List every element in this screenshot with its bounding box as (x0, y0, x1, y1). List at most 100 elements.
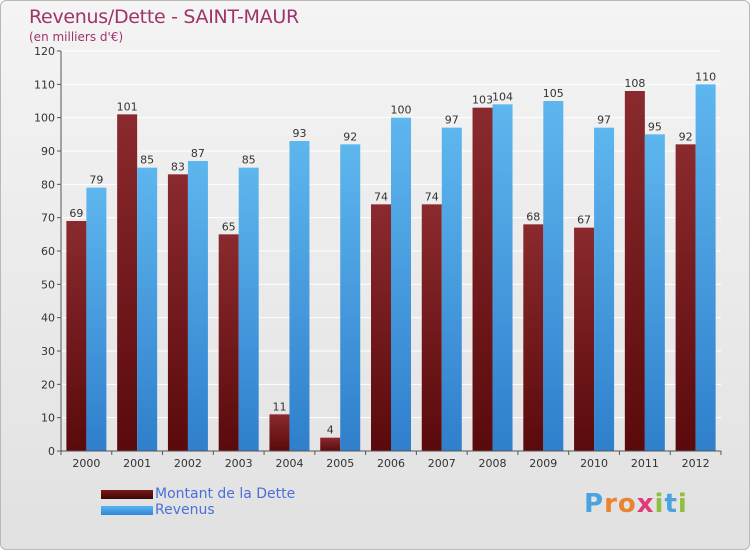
data-label: 87 (191, 147, 205, 160)
legend-label-revenue: Revenus (155, 502, 215, 518)
bar-debt (269, 414, 290, 451)
y-tick-label: 70 (41, 212, 55, 225)
proxiti-logo: Proxiti (584, 489, 688, 519)
y-tick-label: 30 (41, 345, 55, 358)
bar-debt (371, 204, 391, 451)
data-label: 100 (391, 104, 412, 117)
data-label: 4 (327, 424, 334, 437)
chart-title: Revenus/Dette - SAINT-MAUR (29, 6, 299, 28)
bar-revenue (644, 134, 665, 452)
y-tick-label: 110 (34, 78, 55, 91)
y-tick-label: 120 (34, 45, 55, 58)
x-tick-label: 2008 (479, 457, 507, 470)
bar-debt (523, 224, 544, 451)
legend-item-debt: Montant de la Dette (101, 486, 295, 502)
x-tick-label: 2003 (225, 457, 253, 470)
y-tick-label: 50 (41, 278, 55, 291)
legend: Montant de la Dette Revenus (101, 486, 295, 518)
data-label: 85 (140, 154, 154, 167)
bar-debt (218, 234, 239, 451)
x-tick-label: 2005 (326, 457, 354, 470)
bar-revenue (594, 127, 615, 452)
bar-debt (117, 114, 138, 451)
x-tick-label: 2001 (123, 457, 151, 470)
y-tick-label: 80 (41, 178, 55, 191)
logo-letter: t (664, 489, 678, 519)
x-tick-label: 2012 (682, 457, 710, 470)
bar-revenue (492, 104, 513, 451)
data-label: 68 (526, 210, 540, 223)
x-tick-label: 2010 (580, 457, 608, 470)
bar-debt (66, 221, 87, 451)
logo-letter: x (636, 489, 655, 519)
y-tick-label: 40 (41, 312, 55, 325)
data-label: 74 (425, 190, 439, 203)
data-label: 11 (272, 400, 286, 413)
data-label: 69 (69, 207, 83, 220)
data-label: 74 (374, 190, 388, 203)
y-tick-label: 90 (41, 145, 55, 158)
data-label: 108 (624, 77, 645, 90)
bar-debt (675, 144, 696, 452)
chart-subtitle: (en milliers d'€) (29, 30, 124, 44)
bar-debt (167, 174, 188, 452)
data-label: 97 (445, 114, 459, 127)
y-tick-label: 60 (41, 245, 55, 258)
data-label: 110 (695, 70, 716, 83)
y-tick-label: 100 (34, 112, 55, 125)
data-label: 85 (242, 154, 256, 167)
bar-chart: 0 10 20 30 40 50 60 70 80 90 100 110 120 2000 2001 2002… (34, 45, 722, 470)
logo-letter: P (584, 489, 605, 519)
x-tick-label: 2004 (275, 457, 303, 470)
axes: 0 10 20 30 40 50 60 70 80 90 100 110 120 2000 2001 2002… (34, 45, 722, 470)
data-label: 104 (492, 90, 513, 103)
data-label: 97 (597, 114, 611, 127)
bar-revenue (340, 144, 361, 452)
x-tick-label: 2000 (72, 457, 100, 470)
x-tick-label: 2009 (529, 457, 557, 470)
bar-revenue (441, 127, 462, 452)
bar-revenue (543, 101, 564, 451)
logo-letter: i (654, 489, 665, 519)
bar-debt (421, 204, 442, 451)
bar-revenue (238, 167, 259, 451)
data-label: 92 (343, 130, 357, 143)
y-tick-label: 20 (41, 378, 55, 391)
data-label: 93 (292, 127, 306, 140)
data-labels: 69 79 101 85 83 87 65 85 11 93 4 92 74 100 74 97 103 104 6… (69, 70, 716, 436)
legend-label-debt: Montant de la Dette (155, 486, 296, 502)
x-tick-label: 2002 (174, 457, 202, 470)
data-label: 79 (89, 174, 103, 187)
data-label: 92 (679, 130, 693, 143)
y-tick-label: 10 (41, 412, 55, 425)
y-tick-label: 0 (48, 445, 55, 458)
bar-revenue (137, 167, 158, 451)
data-label: 83 (171, 160, 185, 173)
bar-debt (320, 437, 341, 451)
data-label: 105 (543, 87, 564, 100)
bar-debt (472, 107, 493, 452)
bar-revenue (695, 84, 716, 451)
data-label: 101 (117, 100, 138, 113)
x-tick-label: 2007 (428, 457, 456, 470)
bar-revenue (187, 161, 208, 451)
x-tick-label: 2006 (377, 457, 405, 470)
logo-letter: i (677, 489, 688, 519)
data-label: 103 (472, 94, 493, 107)
bar-revenue (289, 141, 310, 451)
legend-item-revenue: Revenus (101, 502, 295, 518)
data-label: 65 (222, 220, 236, 233)
bar-debt (574, 227, 595, 451)
legend-swatch-debt (101, 489, 153, 499)
bar-revenue (86, 187, 107, 451)
legend-swatch-revenue (101, 505, 153, 515)
bar-debt (624, 91, 645, 451)
bar-revenue (391, 117, 411, 452)
logo-letter: r (604, 489, 618, 519)
logo-letter: o (617, 489, 637, 519)
bars (66, 84, 716, 452)
data-label: 67 (577, 214, 591, 227)
data-label: 95 (648, 120, 662, 133)
x-tick-label: 2011 (631, 457, 659, 470)
